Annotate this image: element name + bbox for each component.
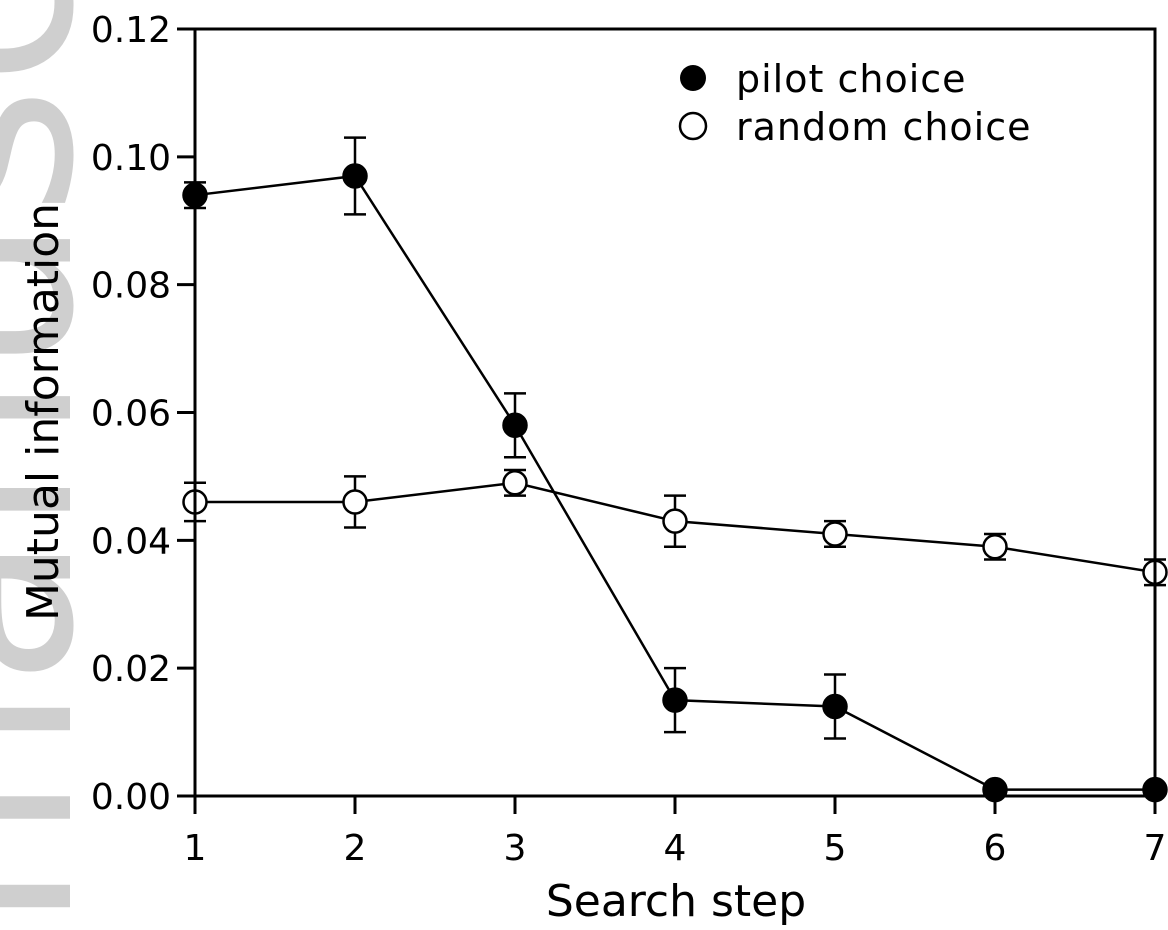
x-tick-label: 5 [824, 828, 847, 869]
x-tick-label: 4 [664, 828, 687, 869]
y-axis-label: Mutual information [18, 203, 69, 621]
data-point-random-choice [982, 533, 1008, 560]
y-tick-label: 0.06 [91, 394, 171, 435]
legend-marker-random-choice [678, 111, 708, 141]
watermark-text: manuscript [0, 0, 129, 930]
x-tick-label: 7 [1144, 828, 1167, 869]
data-point-pilot-choice [662, 687, 688, 713]
legend: pilot choice random choice [678, 57, 1032, 149]
y-tick-label: 0.10 [91, 138, 171, 179]
y-tick-label: 0.08 [91, 266, 171, 307]
legend-label-pilot-choice: pilot choice [736, 57, 967, 101]
legend-label-random-choice: random choice [736, 105, 1032, 149]
y-tick-label: 0.00 [91, 777, 171, 818]
x-axis-label: Search step [546, 876, 806, 927]
data-point-pilot-choice [342, 163, 368, 189]
data-point-random-choice [822, 521, 848, 547]
x-tick-label: 3 [504, 828, 527, 869]
x-tick-label: 6 [984, 828, 1007, 869]
data-point-pilot-choice [822, 693, 848, 720]
data-point-pilot-choice [502, 412, 528, 439]
x-tick-label: 1 [184, 828, 207, 869]
x-tick-label: 2 [344, 828, 367, 869]
data-point-random-choice [662, 508, 688, 534]
legend-marker-pilot-choice [680, 65, 706, 91]
y-tick-label: 0.04 [91, 521, 171, 562]
data-point-random-choice [342, 489, 368, 515]
data-point-random-choice [502, 470, 528, 496]
y-tick-label: 0.02 [91, 649, 171, 690]
y-tick-label: 0.12 [91, 10, 171, 51]
